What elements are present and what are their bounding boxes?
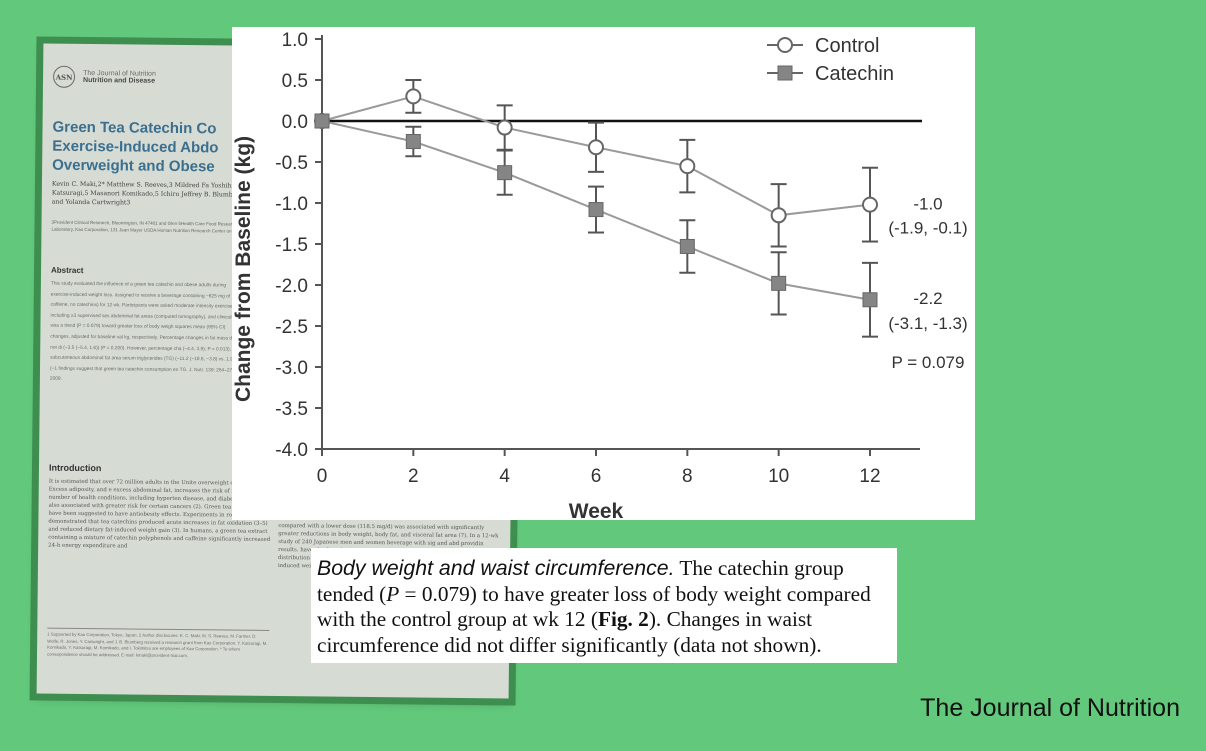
control-final-value: -1.0 [913, 195, 942, 214]
legend-control-marker [777, 37, 793, 53]
y-axis-label: Change from Baseline (kg) [232, 136, 255, 402]
journal-section: Nutrition and Disease [82, 76, 156, 85]
control-data-point [679, 158, 696, 175]
control-final-ci: (-1.9, -0.1) [888, 219, 967, 238]
caption-text-2: = 0.079) to have greater loss of body we… [317, 581, 871, 632]
control-data-point [405, 88, 422, 105]
caption-box: Body weight and waist circumference. The… [311, 548, 897, 663]
y-tick-label: -2.5 [275, 317, 308, 338]
asn-logo: ASN [52, 65, 76, 88]
legend-control-label: Control [815, 35, 879, 57]
chart-panel: 1.0 0.5 0.0 -0.5 -1.0 -1.5 -2.0 -2.5 -3.0 -3.5 -4.… [232, 27, 975, 520]
abstract-heading: Abstract [50, 265, 84, 275]
y-tick-label: 0.0 [282, 112, 308, 133]
article-affiliations: 3Provident Clinical Research, Bloomingto… [51, 219, 245, 234]
caption-p-symbol: P [386, 581, 400, 606]
caption-lead: Body weight and waist circumference. [317, 556, 675, 580]
control-data-point [588, 139, 604, 156]
control-data-point [496, 119, 513, 136]
x-tick-label: 10 [768, 466, 789, 487]
y-tick-label: -0.5 [275, 153, 308, 174]
caption-text-1: The catechin group tended ( [317, 556, 844, 606]
weight-change-chart: 1.0 0.5 0.0 -0.5 -1.0 -1.5 -2.0 -2.5 -3.0 -3.5 -4.… [232, 30, 968, 520]
catechin-data-point [405, 134, 421, 149]
catechin-final-value: -2.2 [913, 289, 942, 308]
journal-brand: The Journal of Nutrition [920, 694, 1180, 722]
footnotes: 1 Supported by Kao Corporation, Tokyo, J… [46, 627, 270, 660]
caption-text-3: ). Changes in waist circumference did no… [317, 607, 822, 657]
catechin-data-point [862, 292, 878, 308]
catechin-data-point [588, 202, 604, 218]
y-tick-label: -1.5 [275, 235, 308, 256]
y-tick-label: -1.0 [275, 194, 308, 215]
y-tick-label: 0.5 [282, 71, 308, 92]
x-tick-label: 12 [859, 466, 880, 487]
p-value-annotation: P = 0.079 [892, 353, 965, 372]
x-tick-label: 2 [408, 466, 419, 487]
x-tick-label: 8 [682, 466, 693, 487]
abstract-body: This study evaluated the influence of a … [49, 281, 237, 383]
y-tick-label: -4.0 [275, 440, 308, 461]
legend-catechin-marker [777, 65, 793, 81]
catechin-data-point [771, 275, 787, 291]
article-authors: Kevin C. Maki,2* Matthew S. Reeves,3 Mil… [51, 180, 250, 207]
control-data-point [862, 196, 878, 213]
journal-header: ASN The Journal of Nutrition Nutrition a… [52, 65, 156, 89]
legend-catechin-label: Catechin [815, 63, 894, 85]
x-tick-label: 6 [591, 466, 602, 487]
control-data-point [770, 207, 787, 224]
x-axis-label: Week [569, 500, 624, 520]
x-tick-label: 0 [317, 466, 328, 487]
y-tick-label: -2.0 [275, 276, 308, 297]
introduction-heading: Introduction [48, 462, 102, 474]
catechin-data-point [497, 165, 513, 181]
caption-fig-ref: Fig. 2 [597, 607, 649, 631]
y-tick-label: -3.0 [275, 358, 308, 379]
y-tick-label: 1.0 [282, 30, 308, 51]
y-tick-label: -3.5 [275, 399, 308, 420]
catechin-final-ci: (-3.1, -1.3) [888, 314, 967, 333]
x-tick-label: 4 [499, 466, 510, 487]
catechin-data-point [314, 113, 330, 129]
catechin-data-point [679, 238, 695, 254]
